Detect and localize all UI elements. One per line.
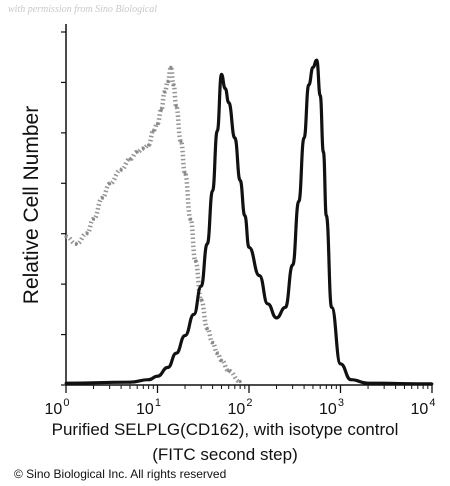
series-1-point [233, 136, 237, 140]
series-1-point [315, 58, 319, 62]
series-0-point [183, 171, 187, 175]
series-0-curve [65, 65, 241, 384]
series-layer [64, 58, 434, 386]
series-1-point [275, 316, 278, 320]
x-tick-label: 101 [136, 397, 161, 418]
series-0-point [174, 104, 178, 108]
series-0-point [211, 341, 215, 345]
series-1-point [166, 366, 170, 369]
x-tick-exponent: 4 [429, 397, 435, 409]
x-ticks: 100 101 102 103 104 [45, 385, 436, 418]
x-tick-label: 104 [411, 397, 436, 418]
series-1-point [205, 242, 209, 246]
series-1-curve [65, 58, 433, 386]
series-1-point [215, 129, 219, 133]
x-tick-label: 103 [319, 397, 344, 418]
series-1-point [366, 381, 370, 385]
series-1-point [128, 380, 132, 384]
series-1-point [174, 351, 178, 355]
series-1-point [220, 73, 223, 76]
series-1-point [147, 378, 151, 382]
series-1-point [211, 189, 215, 193]
series-0-point [205, 326, 209, 331]
series-0-point [91, 217, 96, 221]
plot-axes [61, 24, 432, 386]
series-1-point [247, 245, 251, 249]
series-0-point [189, 217, 193, 221]
series-1-point [227, 101, 231, 104]
series-1-point [183, 334, 187, 337]
series-1-point [349, 378, 353, 382]
series-1-point [199, 284, 203, 288]
series-0-point [227, 369, 231, 373]
series-1-point [330, 305, 333, 309]
series-1-point [238, 178, 242, 182]
x-tick-exponent: 1 [155, 397, 161, 409]
series-1-point [258, 274, 261, 277]
x-axis-label-line2: (FITC second step) [152, 445, 298, 464]
y-axis-label: Relative Cell Number [20, 105, 43, 305]
x-tick-label: 102 [228, 397, 253, 418]
series-0-point [108, 182, 112, 186]
series-1-point [311, 65, 315, 69]
series-1-point [302, 136, 306, 140]
series-0-point [169, 65, 173, 69]
x-tick-exponent: 0 [63, 397, 69, 409]
series-0-point [85, 231, 89, 235]
series-0-point [172, 83, 176, 87]
series-0-point [155, 122, 160, 126]
series-0-point [128, 157, 132, 161]
series-1-point [430, 382, 434, 386]
series-0-point [238, 379, 242, 384]
series-0-point [199, 298, 203, 302]
series-1-point [243, 214, 247, 218]
watermark-text: with permission from Sino Biological [8, 4, 158, 15]
series-0-point [141, 146, 145, 151]
series-1-point [318, 94, 322, 97]
series-0-point [119, 168, 123, 172]
series-0-point [179, 139, 183, 143]
copyright-notice: © Sino Biological Inc. All rights reserv… [14, 467, 227, 481]
series-1-point [192, 313, 196, 316]
series-0-point [166, 79, 170, 83]
series-0-point [74, 242, 78, 246]
series-0-point [219, 358, 224, 362]
x-axis-label-line1: Purified SELPLG(CD162), with isotype con… [51, 420, 399, 439]
series-0-point [147, 143, 151, 147]
series-1-point [156, 374, 159, 378]
x-tick-exponent: 3 [338, 397, 344, 409]
series-1-point [307, 83, 311, 87]
series-0-point [163, 90, 167, 94]
series-0-point [193, 259, 198, 263]
series-0-point [64, 235, 68, 239]
series-1-point [223, 87, 227, 90]
x-tick-label: 100 [45, 397, 70, 418]
series-1-point [324, 214, 328, 218]
series-1-point [64, 381, 68, 385]
series-1-point [266, 302, 270, 306]
series-0-point [159, 108, 163, 112]
x-tick-exponent: 2 [246, 397, 252, 409]
series-0-point [135, 150, 139, 154]
series-1-point [284, 305, 287, 309]
series-0-point [100, 196, 104, 200]
series-1-point [339, 362, 342, 366]
series-1-point [291, 263, 295, 267]
series-1-point [297, 200, 301, 203]
series-0-point [151, 129, 155, 133]
series-0-point [215, 351, 219, 355]
series-1-point [322, 150, 325, 154]
